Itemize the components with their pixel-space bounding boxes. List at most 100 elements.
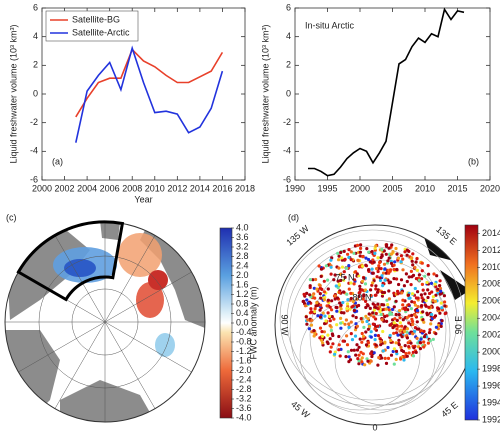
track-dot bbox=[419, 293, 423, 297]
colorbar-tick-label: 2010 bbox=[482, 262, 500, 272]
track-dot bbox=[421, 288, 425, 292]
track-dot bbox=[426, 295, 430, 300]
track-dot bbox=[339, 278, 343, 283]
track-dot bbox=[376, 269, 380, 274]
track-dot bbox=[357, 353, 361, 357]
track-dot bbox=[395, 327, 399, 331]
track-dot bbox=[369, 335, 373, 339]
track-dot bbox=[443, 304, 447, 308]
track-dot bbox=[409, 283, 413, 287]
track-dot bbox=[390, 243, 394, 247]
x-tick-label: 1995 bbox=[317, 183, 337, 193]
track-dot bbox=[440, 319, 444, 323]
track-dot bbox=[358, 254, 362, 258]
x-tick-label: 2012 bbox=[167, 183, 187, 193]
y-tick-label: -2 bbox=[30, 117, 38, 127]
track-dot bbox=[316, 314, 320, 318]
track-dot bbox=[394, 349, 399, 353]
panel-label: (a) bbox=[52, 156, 63, 166]
x-tick-label: 2014 bbox=[190, 183, 210, 193]
y-tick-label: -4 bbox=[30, 146, 38, 156]
track-dot bbox=[390, 312, 394, 316]
track-dot bbox=[311, 278, 315, 282]
track-dot bbox=[341, 339, 345, 343]
track-dot bbox=[312, 329, 316, 333]
track-dot bbox=[355, 243, 360, 247]
track-dot bbox=[396, 256, 401, 260]
track-dot bbox=[405, 336, 409, 340]
track-dot bbox=[349, 348, 354, 352]
track-dot bbox=[329, 328, 333, 333]
y-axis-label: Liquid freshwater volume (10³ km³) bbox=[260, 24, 270, 163]
track-dot bbox=[339, 250, 343, 255]
track-dot bbox=[405, 330, 409, 334]
track-dot bbox=[358, 264, 362, 268]
track-dot bbox=[348, 307, 352, 311]
track-dot bbox=[423, 292, 427, 296]
track-dot bbox=[380, 303, 384, 307]
track-dot bbox=[356, 357, 360, 361]
track-dot bbox=[365, 357, 369, 361]
track-dot bbox=[364, 305, 368, 310]
track-dot bbox=[353, 328, 358, 332]
track-dot bbox=[426, 264, 430, 268]
track-dot bbox=[360, 279, 365, 283]
track-dot bbox=[373, 327, 377, 331]
track-dot bbox=[433, 314, 438, 318]
track-dot bbox=[332, 317, 336, 321]
track-dot bbox=[392, 277, 396, 281]
track-dot bbox=[357, 345, 361, 349]
track-dot bbox=[362, 334, 366, 338]
track-dot bbox=[407, 275, 411, 279]
track-dot bbox=[392, 291, 396, 295]
track-dot bbox=[415, 327, 419, 331]
track-dot bbox=[406, 308, 410, 312]
track-dot bbox=[357, 294, 361, 298]
track-dot bbox=[383, 356, 387, 360]
track-dot bbox=[323, 322, 327, 326]
x-tick-label: 2018 bbox=[235, 183, 255, 193]
track-dot bbox=[318, 326, 323, 330]
track-dot bbox=[430, 312, 434, 317]
track-dot bbox=[346, 252, 350, 256]
y-tick-label: -4 bbox=[283, 146, 291, 156]
track-dot bbox=[381, 271, 386, 275]
track-dot bbox=[364, 256, 368, 260]
track-dot bbox=[420, 282, 424, 286]
track-dot bbox=[329, 272, 333, 276]
track-dot bbox=[398, 321, 402, 325]
track-dot bbox=[404, 272, 408, 276]
plot-frame bbox=[294, 7, 491, 181]
track-dot bbox=[402, 306, 406, 310]
track-dot bbox=[372, 260, 376, 264]
track-dot bbox=[330, 308, 334, 312]
track-dot bbox=[376, 334, 381, 338]
track-dot bbox=[333, 294, 338, 298]
track-dot bbox=[413, 313, 417, 317]
track-dot bbox=[337, 343, 341, 347]
track-dot bbox=[344, 355, 348, 359]
track-dot bbox=[310, 318, 314, 322]
track-dot bbox=[385, 243, 389, 247]
track-dot bbox=[415, 268, 419, 272]
track-dot bbox=[392, 331, 396, 335]
track-dot bbox=[340, 265, 345, 269]
track-dot bbox=[345, 343, 350, 347]
track-dot bbox=[329, 265, 333, 269]
panel-label: (c) bbox=[6, 212, 17, 222]
track-dot bbox=[339, 326, 343, 330]
track-dot bbox=[433, 299, 437, 303]
colorbar-tick-label: 2004 bbox=[482, 313, 500, 323]
track-dot bbox=[389, 323, 393, 327]
track-dot bbox=[416, 296, 420, 300]
track-dot bbox=[347, 325, 351, 330]
track-dot bbox=[413, 286, 417, 291]
track-dot bbox=[413, 303, 417, 307]
track-dot bbox=[434, 325, 438, 329]
track-dot bbox=[330, 299, 334, 303]
track-dot bbox=[312, 334, 316, 338]
track-dot bbox=[366, 317, 370, 321]
track-dot bbox=[373, 338, 377, 342]
track-dot bbox=[336, 251, 340, 255]
track-dot bbox=[347, 355, 351, 359]
